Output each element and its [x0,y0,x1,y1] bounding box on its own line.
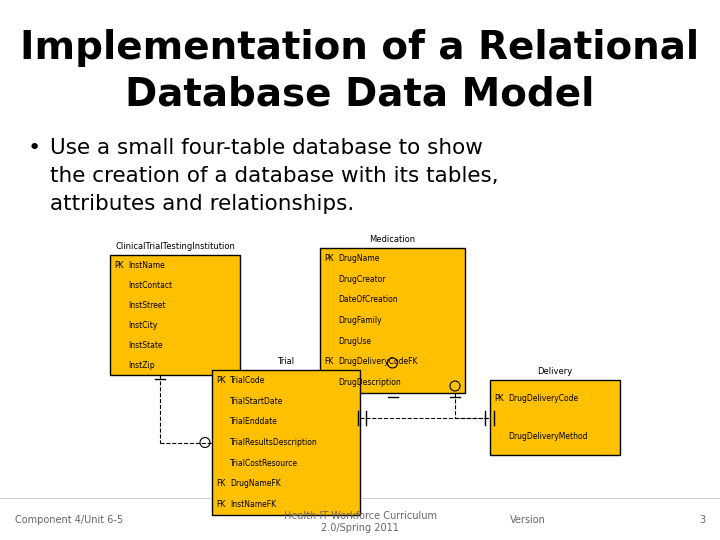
Text: FK: FK [324,357,333,367]
Text: TrialEnddate: TrialEnddate [230,417,278,426]
Text: FK: FK [216,500,225,509]
Text: TrialCostResource: TrialCostResource [230,458,298,468]
Text: TrialStartDate: TrialStartDate [230,396,284,406]
Text: 3: 3 [699,515,705,525]
Text: TrialCode: TrialCode [230,376,266,385]
Text: Delivery: Delivery [537,367,572,376]
FancyBboxPatch shape [490,380,620,455]
Text: ClinicalTrialTestingInstitution: ClinicalTrialTestingInstitution [115,242,235,251]
Text: Trial: Trial [277,357,294,366]
Text: PK: PK [324,254,333,263]
Text: DrugDeliveryCode: DrugDeliveryCode [508,394,578,403]
Text: DrugUse: DrugUse [338,337,371,346]
Text: DrugName: DrugName [338,254,379,263]
Text: DateOfCreation: DateOfCreation [338,295,397,304]
Text: PK: PK [216,376,225,385]
Text: Health IT Workforce Curriculum
2.0/Spring 2011: Health IT Workforce Curriculum 2.0/Sprin… [284,511,436,533]
Text: DrugCreator: DrugCreator [338,274,386,284]
Text: FK: FK [216,480,225,488]
Text: Use a small four-table database to show
the creation of a database with its tabl: Use a small four-table database to show … [50,138,499,214]
Text: InstStreet: InstStreet [128,300,166,309]
Text: DrugFamily: DrugFamily [338,316,382,325]
Text: •: • [28,138,41,158]
Text: InstState: InstState [128,341,163,349]
Text: DrugNameFK: DrugNameFK [230,480,281,488]
FancyBboxPatch shape [212,370,360,515]
Text: DrugDescription: DrugDescription [338,378,401,387]
Text: TrialResultsDescription: TrialResultsDescription [230,438,318,447]
Text: Database Data Model: Database Data Model [125,76,595,114]
Text: PK: PK [494,394,503,403]
Text: InstName: InstName [128,260,165,269]
Text: Implementation of a Relational: Implementation of a Relational [20,29,700,67]
Text: Medication: Medication [369,235,415,244]
Text: PK: PK [114,260,124,269]
FancyBboxPatch shape [110,255,240,375]
Text: DrugDeliveryCodeFK: DrugDeliveryCodeFK [338,357,418,367]
Text: InstContact: InstContact [128,280,172,289]
Text: Component 4/Unit 6-5: Component 4/Unit 6-5 [15,515,123,525]
Text: InstNameFK: InstNameFK [230,500,276,509]
FancyBboxPatch shape [320,248,465,393]
Text: InstCity: InstCity [128,321,158,329]
Text: DrugDeliveryMethod: DrugDeliveryMethod [508,432,588,441]
Text: InstZip: InstZip [128,361,155,369]
Text: Version: Version [510,515,546,525]
